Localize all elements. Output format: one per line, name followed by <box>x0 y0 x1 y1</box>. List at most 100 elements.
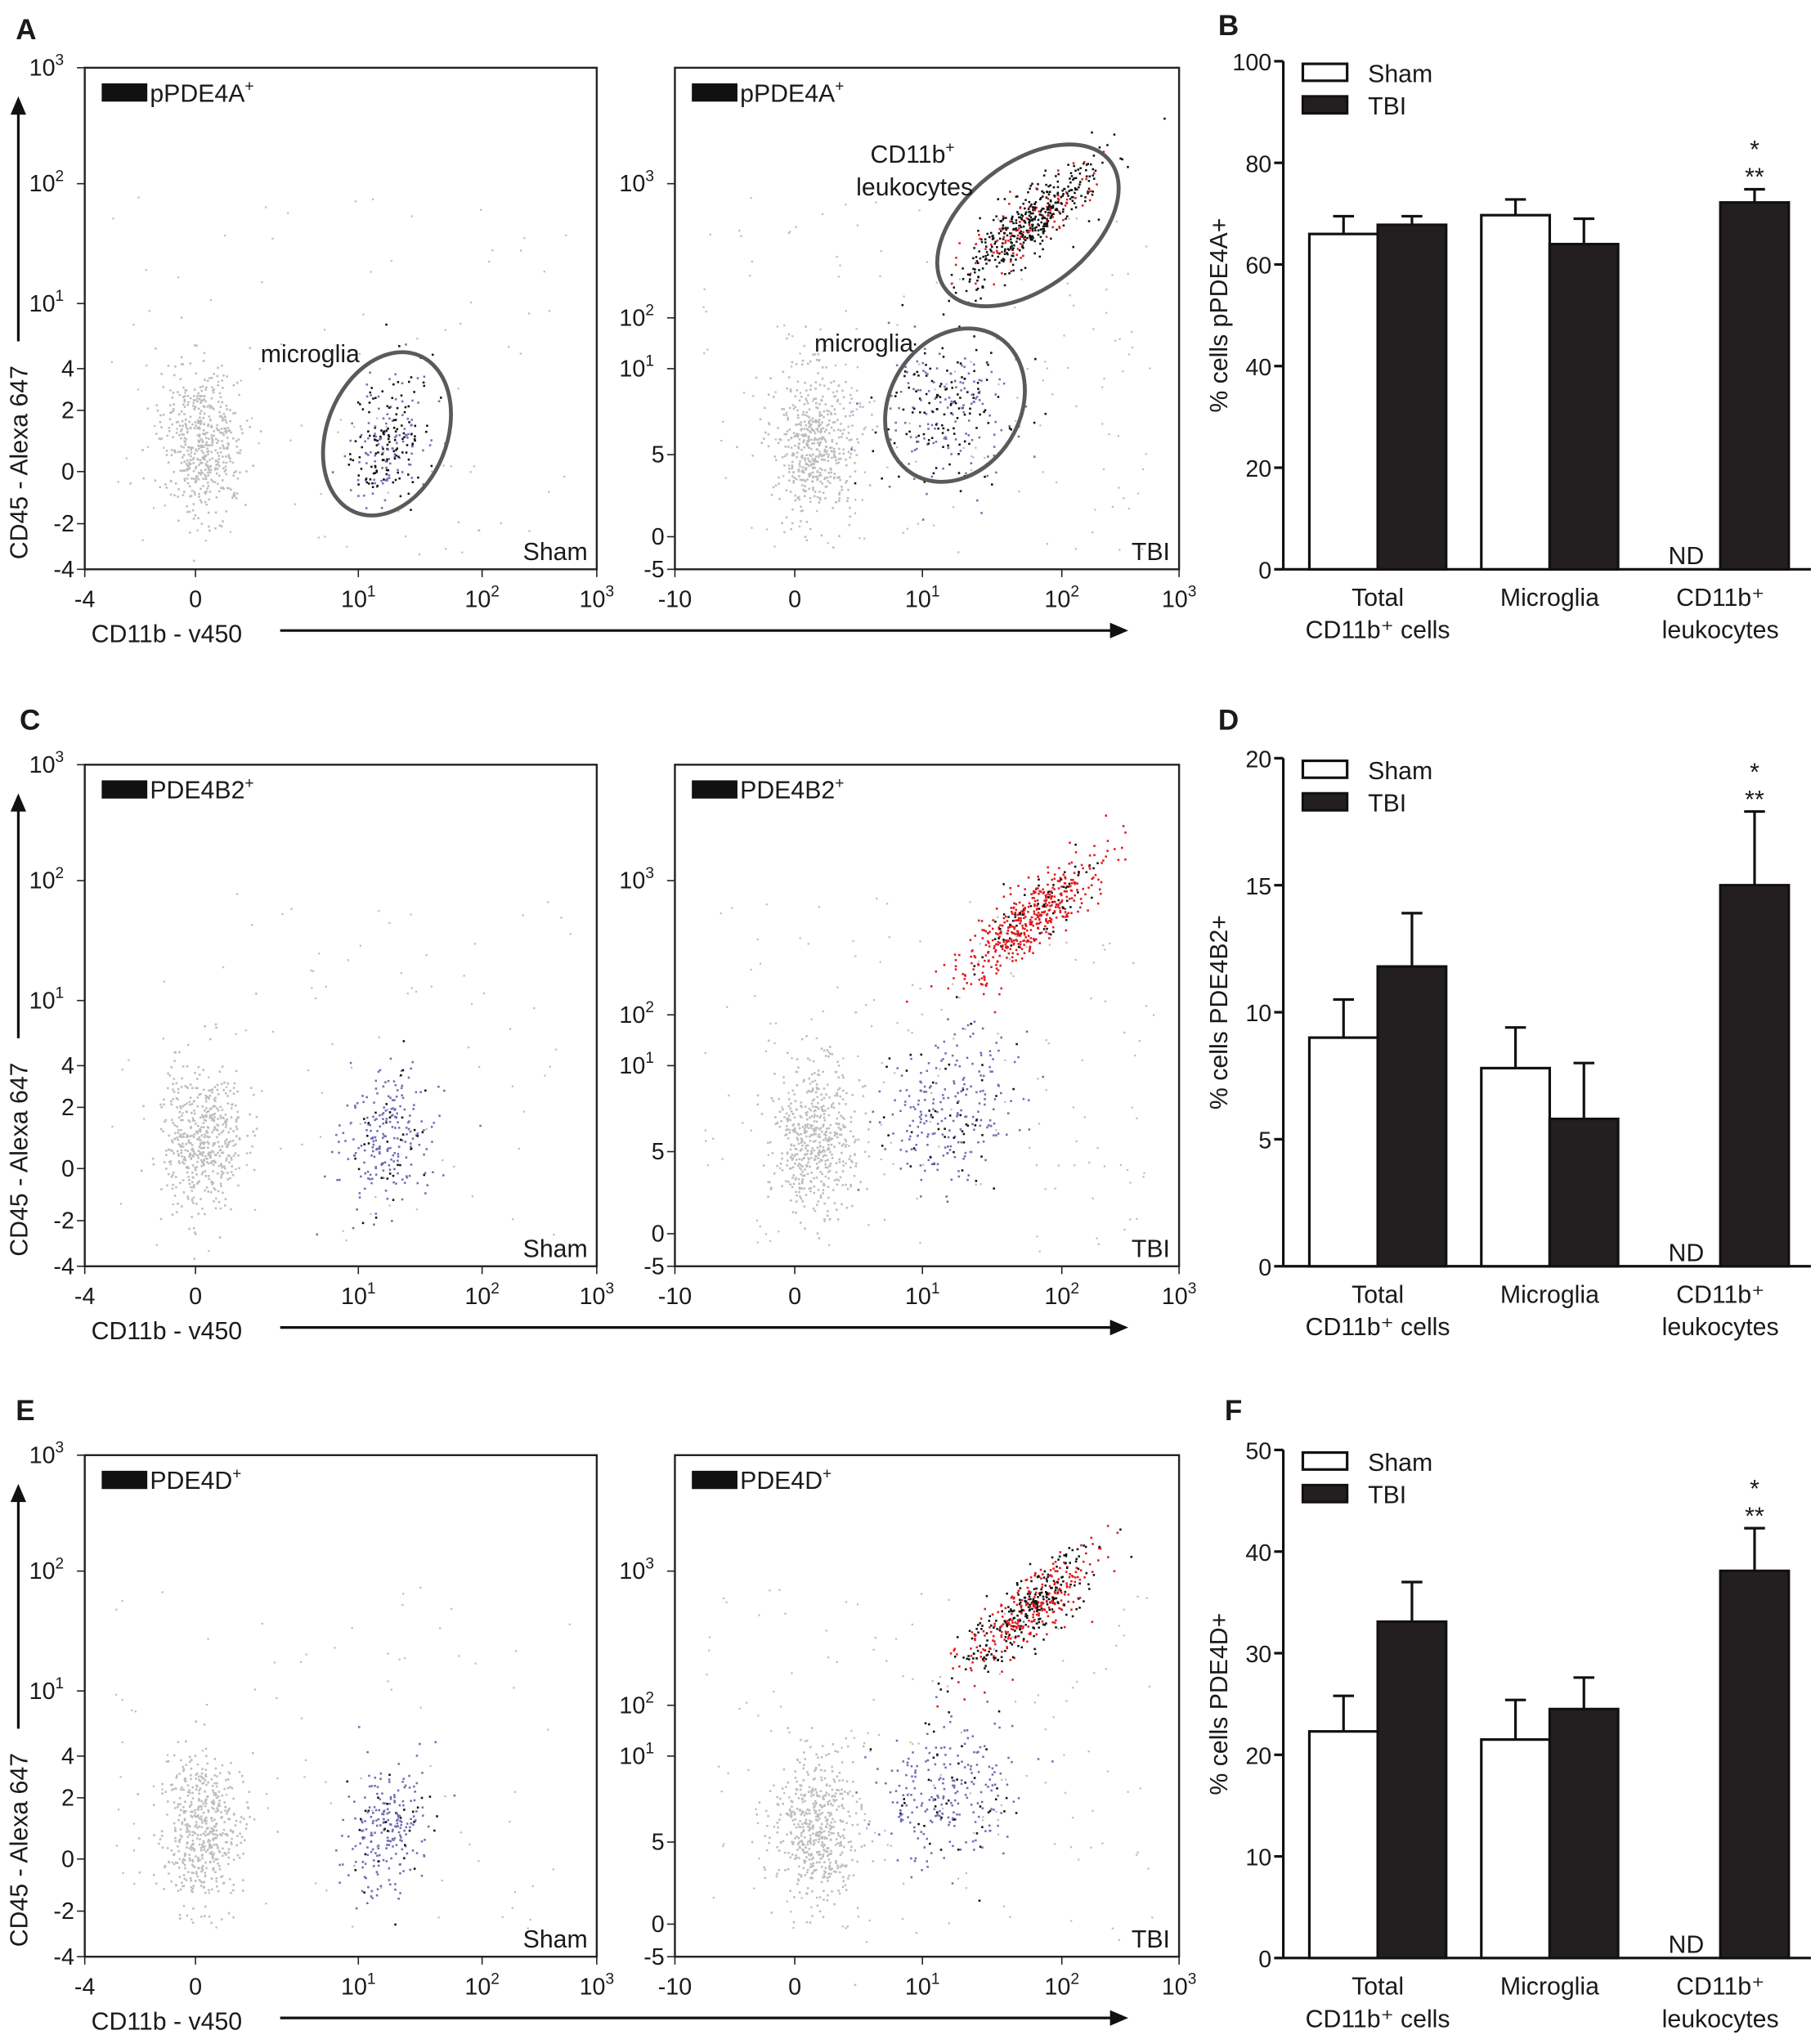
leukocyte-event-dot <box>980 977 984 979</box>
leukocyte-event-dot <box>1049 212 1052 214</box>
background-event-dot <box>797 495 800 499</box>
microglia-event-dot <box>387 448 390 451</box>
leukocyte-event-dot <box>1006 920 1009 922</box>
background-event-dot <box>807 1127 810 1129</box>
microglia-event-dot <box>908 1124 912 1127</box>
leukocyte-event-dot <box>1091 896 1093 899</box>
background-event-dot <box>970 361 972 363</box>
microglia-event-dot <box>425 1148 428 1150</box>
background-event-dot <box>186 1043 190 1047</box>
background-event-dot <box>841 433 844 435</box>
microglia-event-dot <box>390 1158 392 1161</box>
background-event-dot <box>788 428 791 431</box>
microglia-event-dot <box>384 1109 388 1112</box>
microglia-event-dot <box>889 407 892 410</box>
microglia-event-dot <box>376 439 379 442</box>
x-tick-label-base: 10 <box>464 1284 491 1310</box>
background-event-dot <box>848 439 851 442</box>
background-event-dot <box>226 442 230 445</box>
background-event-dot <box>821 1172 823 1176</box>
leukocyte-event-dot <box>1024 927 1026 930</box>
microglia-event-dot <box>399 1105 401 1108</box>
microglia-event-dot <box>962 1141 966 1144</box>
background-event-dot <box>370 271 372 273</box>
background-event-dot <box>205 1107 208 1109</box>
leukocyte-event-dot <box>991 939 994 942</box>
background-event-dot <box>418 554 421 556</box>
background-event-dot <box>196 421 199 424</box>
background-event-dot <box>720 439 723 442</box>
leukocyte-event-dot <box>1010 907 1012 909</box>
background-event-dot <box>796 1194 798 1197</box>
microglia-event-dot <box>381 482 384 485</box>
background-event-dot <box>195 1078 199 1080</box>
microglia-event-dot <box>385 468 388 472</box>
background-event-dot <box>807 943 809 945</box>
microglia-event-dot <box>384 1190 388 1192</box>
microglia-event-dot <box>891 1113 894 1116</box>
background-event-dot <box>788 1128 791 1132</box>
background-event-dot <box>228 1154 231 1157</box>
leukocyte-event-dot <box>1033 208 1037 210</box>
background-event-dot <box>820 455 823 458</box>
background-event-dot <box>385 425 388 428</box>
background-event-dot <box>194 1153 197 1156</box>
leukocyte-event-dot <box>973 247 975 249</box>
microglia-event-dot <box>369 371 371 374</box>
leukocyte-event-dot <box>988 259 991 262</box>
background-event-dot <box>818 1128 821 1131</box>
background-event-dot <box>799 1221 802 1224</box>
background-event-dot <box>210 424 213 428</box>
background-event-dot <box>362 313 365 316</box>
background-event-dot <box>204 1871 207 1875</box>
leukocyte-event-dot <box>1052 930 1055 933</box>
background-event-dot <box>220 486 222 490</box>
background-event-dot <box>201 446 204 448</box>
background-event-dot <box>199 412 202 415</box>
microglia-event-dot <box>374 452 378 455</box>
leukocyte-event-dot <box>1058 880 1061 883</box>
background-event-dot <box>827 1209 829 1213</box>
microglia-event-dot <box>383 430 387 433</box>
background-event-dot <box>818 474 821 477</box>
background-event-dot <box>199 1833 203 1836</box>
leukocyte-event-dot <box>1002 242 1004 244</box>
background-event-dot <box>809 424 812 426</box>
leukocyte-event-dot <box>1087 886 1090 889</box>
background-event-dot <box>161 1846 164 1849</box>
background-event-dot <box>1067 366 1069 370</box>
background-event-dot <box>378 910 380 912</box>
background-event-dot <box>849 1185 853 1188</box>
background-event-dot <box>193 1866 196 1868</box>
microglia-event-dot <box>920 1178 923 1181</box>
background-event-dot <box>201 1105 204 1108</box>
background-event-dot <box>208 1109 210 1113</box>
microglia-event-dot <box>953 1135 957 1138</box>
y-tick-label-base: 10 <box>29 988 56 1014</box>
leukocyte-event-dot <box>1031 225 1033 228</box>
leukocyte-event-dot <box>1022 254 1024 258</box>
microglia-event-dot <box>395 413 398 415</box>
background-event-dot <box>191 446 195 449</box>
leukocyte-event-dot <box>1018 249 1021 252</box>
background-event-dot <box>849 410 853 414</box>
background-event-dot <box>204 1119 207 1123</box>
microglia-event-dot <box>917 440 920 443</box>
x-tick-label: 101 <box>341 584 376 613</box>
background-event-dot <box>222 1089 225 1091</box>
microglia-event-dot <box>941 432 944 434</box>
leukocyte-event-dot <box>1079 898 1083 900</box>
background-event-dot <box>271 237 274 240</box>
y-tick-label-base: 10 <box>619 171 645 197</box>
microglia-event-dot <box>381 467 383 469</box>
microglia-event-dot <box>926 423 930 426</box>
leukocyte-event-dot <box>1089 163 1092 166</box>
background-event-dot <box>818 1116 822 1119</box>
microglia-event-dot <box>368 401 371 404</box>
background-event-dot <box>235 1069 238 1073</box>
background-event-dot <box>823 1096 826 1100</box>
microglia-event-dot <box>963 1155 966 1158</box>
background-event-dot <box>189 1096 192 1099</box>
background-event-dot <box>253 1168 256 1172</box>
background-event-dot <box>219 431 222 434</box>
